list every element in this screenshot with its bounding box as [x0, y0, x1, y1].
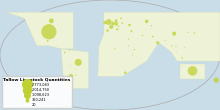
Point [121, 22, 124, 24]
Point [47, 31, 51, 33]
Point [187, 31, 190, 33]
Point [172, 33, 176, 35]
Point [103, 22, 107, 24]
Point [111, 24, 114, 25]
Point [170, 45, 174, 47]
Point [133, 49, 136, 50]
Point [141, 35, 144, 36]
Point [50, 20, 53, 22]
Point [128, 24, 131, 26]
Point [53, 46, 57, 47]
Point [63, 52, 66, 53]
Point [126, 45, 130, 47]
Point [117, 25, 120, 27]
Point [77, 61, 80, 63]
Point [106, 30, 109, 31]
Point [151, 36, 154, 38]
Point [131, 54, 134, 56]
Point [126, 38, 130, 40]
Point [69, 75, 73, 77]
Point [113, 48, 117, 50]
Point [73, 68, 76, 70]
Point [214, 79, 218, 81]
Point [110, 26, 113, 28]
Point [156, 42, 160, 44]
Point [119, 17, 123, 19]
Point [130, 30, 133, 32]
Point [74, 74, 77, 76]
Point [180, 57, 184, 59]
Point [174, 46, 178, 47]
Point [123, 72, 127, 74]
Point [163, 39, 167, 41]
Point [116, 28, 119, 30]
Point [175, 52, 178, 53]
Legend: 2,773,083, 2,014,750, 1,098,623, 360,241, 20: 2,773,083, 2,014,750, 1,098,623, 360,241… [2, 76, 72, 108]
Point [111, 22, 115, 24]
Point [65, 75, 68, 77]
Point [192, 32, 196, 34]
Point [191, 70, 194, 72]
Point [68, 64, 72, 66]
Point [107, 21, 110, 23]
Point [68, 49, 72, 51]
Point [114, 23, 118, 25]
Point [145, 20, 149, 22]
Point [150, 25, 153, 27]
Point [46, 40, 50, 42]
Point [183, 47, 186, 49]
Point [114, 20, 118, 22]
